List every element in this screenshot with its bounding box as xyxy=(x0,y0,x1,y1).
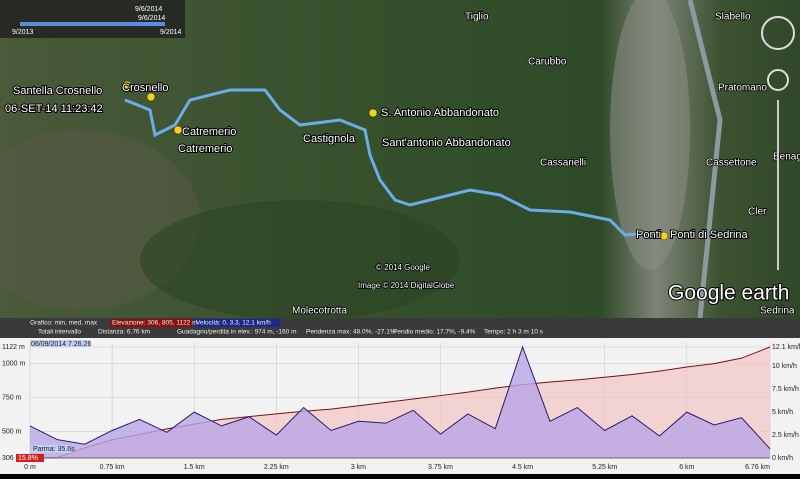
x-tick-label: 0 m xyxy=(24,464,36,471)
place-label: Tiglio xyxy=(465,12,489,23)
slider-date: 9/6/2014 xyxy=(135,6,162,13)
slider-range: 9/2013 xyxy=(12,29,34,36)
profile-text: Velocità: 0, 3.3, 12.1 km/h xyxy=(196,320,271,327)
track xyxy=(124,88,661,237)
place-label: Castignola xyxy=(303,133,356,145)
place-label: Carubbo xyxy=(528,57,567,68)
place-label: Sant'antonio Abbandonato xyxy=(382,137,511,149)
slope-text: 15.8% xyxy=(18,455,38,462)
track-time: 06-SET-14 11:23:42 xyxy=(5,103,103,115)
place-label: Benag xyxy=(773,152,800,163)
x-tick-label: 4.5 km xyxy=(512,464,533,471)
profile-text: Grafico: min, med, max xyxy=(30,320,98,327)
y-tick-label: 750 m xyxy=(2,394,22,401)
place-label: S. Antonio Abbandonato xyxy=(381,107,499,119)
y2-tick-label: 5 km/h xyxy=(772,409,793,416)
profile-text: Elevazione: 306, 805, 1122 m xyxy=(112,320,198,327)
place-label: Sedrina xyxy=(760,306,795,317)
x-tick-label: 6 km xyxy=(679,464,694,471)
place-label: Catremerio xyxy=(178,143,232,155)
cursor-box xyxy=(30,340,90,347)
speed-box[interactable] xyxy=(194,319,280,327)
y-tick-label: 500 m xyxy=(2,428,22,435)
pins xyxy=(122,80,669,241)
x-tick-label: 5.25 km xyxy=(592,464,617,471)
slope-box xyxy=(16,454,44,462)
y2-tick-label: 2.5 km/h xyxy=(772,432,799,439)
y2-tick-label: 0 km/h xyxy=(772,455,793,462)
line xyxy=(29,345,771,450)
slider-date: 9/6/2014 xyxy=(138,15,165,22)
slider-range: 9/2014 xyxy=(160,29,182,36)
place-label: Slabello xyxy=(715,12,751,23)
place-label: Ponti xyxy=(636,229,661,241)
marker-text: Parma: 35.6s xyxy=(33,446,75,453)
profile-text: Distanza: 6.76 km xyxy=(98,329,150,336)
place-label: Cassarielli xyxy=(540,158,586,169)
place-label: Ponti di Sedrina xyxy=(670,229,749,241)
place-label: Cassettone xyxy=(706,158,757,169)
profile-text: Totali intervallo xyxy=(38,329,81,336)
x-tick-label: 3 km xyxy=(351,464,366,471)
y-tick-label: 1000 m xyxy=(2,360,26,367)
place-label: Santella Crosnello xyxy=(13,85,102,97)
profile-text: Guadagno/perdita in elev.: 974 m, -160 m xyxy=(177,329,296,336)
terrain xyxy=(140,200,460,320)
elevation-box[interactable] xyxy=(110,319,192,327)
y2-tick-label: 10 km/h xyxy=(772,363,797,370)
x-tick-label: 0.75 km xyxy=(100,464,125,471)
x-tick-label: 6.76 km xyxy=(745,464,770,471)
place-label: Pratomano xyxy=(718,83,767,94)
place-label: Catremerio xyxy=(182,126,236,138)
marker-box xyxy=(31,445,71,453)
x-tick-label: 2.25 km xyxy=(264,464,289,471)
slider-track[interactable] xyxy=(20,22,165,26)
y2-tick-label: 12.1 km/h xyxy=(772,344,800,351)
profile-text: Tempo: 2 h 3 m 10 s xyxy=(484,329,544,336)
time-slider[interactable] xyxy=(0,0,185,38)
place-label: Crosnello xyxy=(122,82,168,94)
copyright: © 2014 Google xyxy=(376,263,430,272)
x-tick-label: 3.75 km xyxy=(428,464,453,471)
place-label: Cler xyxy=(748,207,767,218)
town xyxy=(610,0,690,270)
profile-text: Pendenza max: 48.0%, -27.1% xyxy=(306,329,396,336)
y-tick-label: 1122 m xyxy=(2,344,25,351)
imagery-credit: Image © 2014 DigitalGlobe xyxy=(358,281,455,290)
place-label: Molecotrotta xyxy=(292,306,347,317)
river xyxy=(687,0,723,319)
y2-tick-label: 7.5 km/h xyxy=(772,386,799,393)
y-tick-label: 306 m xyxy=(2,455,22,462)
nav-controls[interactable] xyxy=(761,16,795,270)
cursor-time: 06/09/2014 7.26.26 xyxy=(31,341,91,348)
chart: 306 m 500 m 750 m 1000 m 1122 m 0 km/h 2.5 km/… xyxy=(2,343,800,471)
logo: Google earth xyxy=(668,282,789,305)
x-tick-label: 1.5 km xyxy=(184,464,205,471)
area xyxy=(30,347,770,458)
profile-text: Pendio medio: 17.7%, -9.4% xyxy=(393,329,476,336)
